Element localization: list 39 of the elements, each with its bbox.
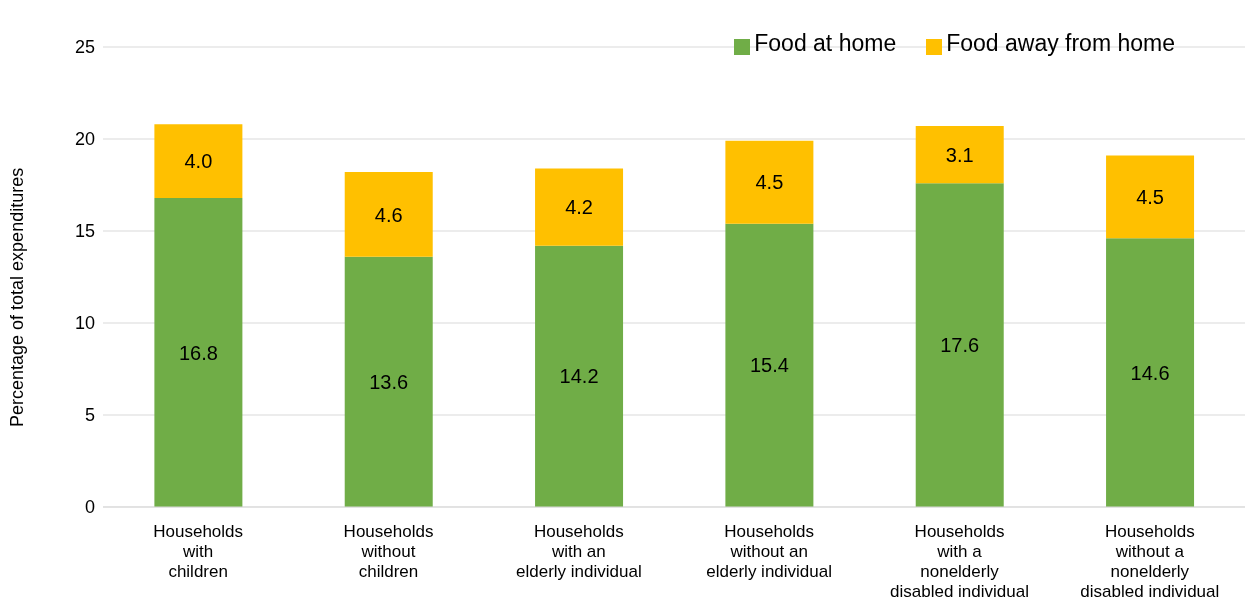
bar <box>535 168 624 246</box>
data-label: 3.1 <box>945 143 974 166</box>
bar <box>344 172 433 257</box>
data-label: 17.6 <box>940 334 980 357</box>
data-label: 14.6 <box>1130 361 1170 384</box>
bar <box>535 245 624 507</box>
bar <box>154 197 243 507</box>
bar <box>915 126 1004 184</box>
x-tick-label: Households with an elderly individual <box>515 522 642 581</box>
data-label: 4.2 <box>565 196 593 219</box>
legend-label: Food away from home <box>946 30 1175 56</box>
data-label: 4.6 <box>374 203 403 226</box>
y-tick-label: 0 <box>84 497 95 518</box>
y-tick-label: 20 <box>74 129 95 150</box>
x-tick-label: Households without a nonelderly disabled individual <box>1080 522 1220 601</box>
bar <box>1106 238 1195 507</box>
data-label: 14.2 <box>559 365 599 388</box>
data-label: 13.6 <box>369 370 409 393</box>
bar <box>725 140 814 224</box>
bar <box>725 223 814 507</box>
y-tick-label: 10 <box>74 313 95 334</box>
bar <box>344 256 433 507</box>
data-label: 16.8 <box>178 341 218 364</box>
bar <box>1106 155 1195 239</box>
data-label: 4.0 <box>184 150 213 173</box>
bar <box>154 124 243 198</box>
x-tick-label: Households without children <box>343 522 434 581</box>
data-label: 4.5 <box>755 171 784 194</box>
bar <box>915 183 1004 507</box>
y-axis-title: Percentage of total expenditures <box>7 167 28 427</box>
data-label: 15.4 <box>749 354 789 377</box>
y-tick-label: 25 <box>74 37 95 58</box>
data-label: 4.5 <box>1136 186 1164 209</box>
y-tick-label: 5 <box>84 405 95 426</box>
x-tick-label: Households with a nonelderly disabled individual <box>890 522 1029 601</box>
y-tick-label: 15 <box>74 221 95 242</box>
legend-label: Food at home <box>754 30 897 56</box>
x-tick-label: Households without an elderly individual <box>706 522 833 581</box>
x-tick-label: Households with children <box>153 522 244 581</box>
